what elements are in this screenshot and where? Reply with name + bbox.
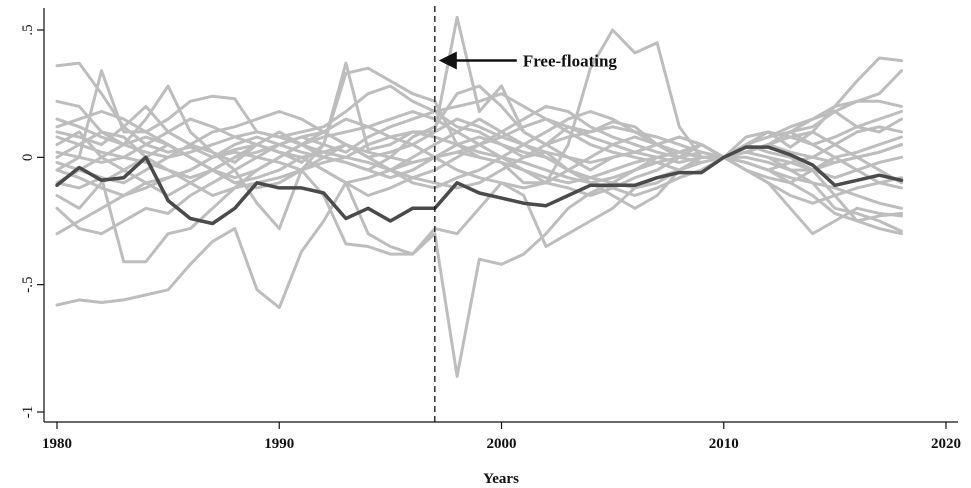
highlight-layer — [55, 145, 904, 226]
series-line-14 — [55, 104, 903, 197]
x-axis-ticks: 1980 1990 2000 2010 2020 — [42, 422, 961, 452]
series-layer — [55, 15, 903, 378]
annotation: Free-floating — [438, 51, 618, 71]
y-tick-label: -.5 — [20, 277, 36, 293]
annotation-arrowhead-icon — [438, 51, 457, 70]
y-tick-label: -1 — [20, 406, 36, 419]
x-tick-label: 2010 — [709, 436, 739, 452]
annotation-label: Free-floating — [523, 52, 618, 71]
y-tick-label: .5 — [20, 24, 36, 35]
x-tick-label: 1980 — [42, 436, 72, 452]
highlight-series-line — [55, 145, 904, 226]
y-axis-ticks: -1 -.5 0 .5 — [20, 24, 44, 418]
series-line-12 — [55, 110, 903, 190]
axes-layer — [43, 8, 958, 423]
x-tick-label: 2020 — [931, 436, 961, 452]
series-line-17 — [55, 125, 903, 197]
series-line-10 — [55, 117, 903, 197]
x-axis-title: Years — [483, 471, 519, 487]
series-line-18 — [55, 69, 903, 190]
x-tick-label: 2000 — [487, 436, 517, 452]
y-tick-label: 0 — [20, 154, 36, 162]
x-tick-label: 1990 — [264, 436, 294, 452]
